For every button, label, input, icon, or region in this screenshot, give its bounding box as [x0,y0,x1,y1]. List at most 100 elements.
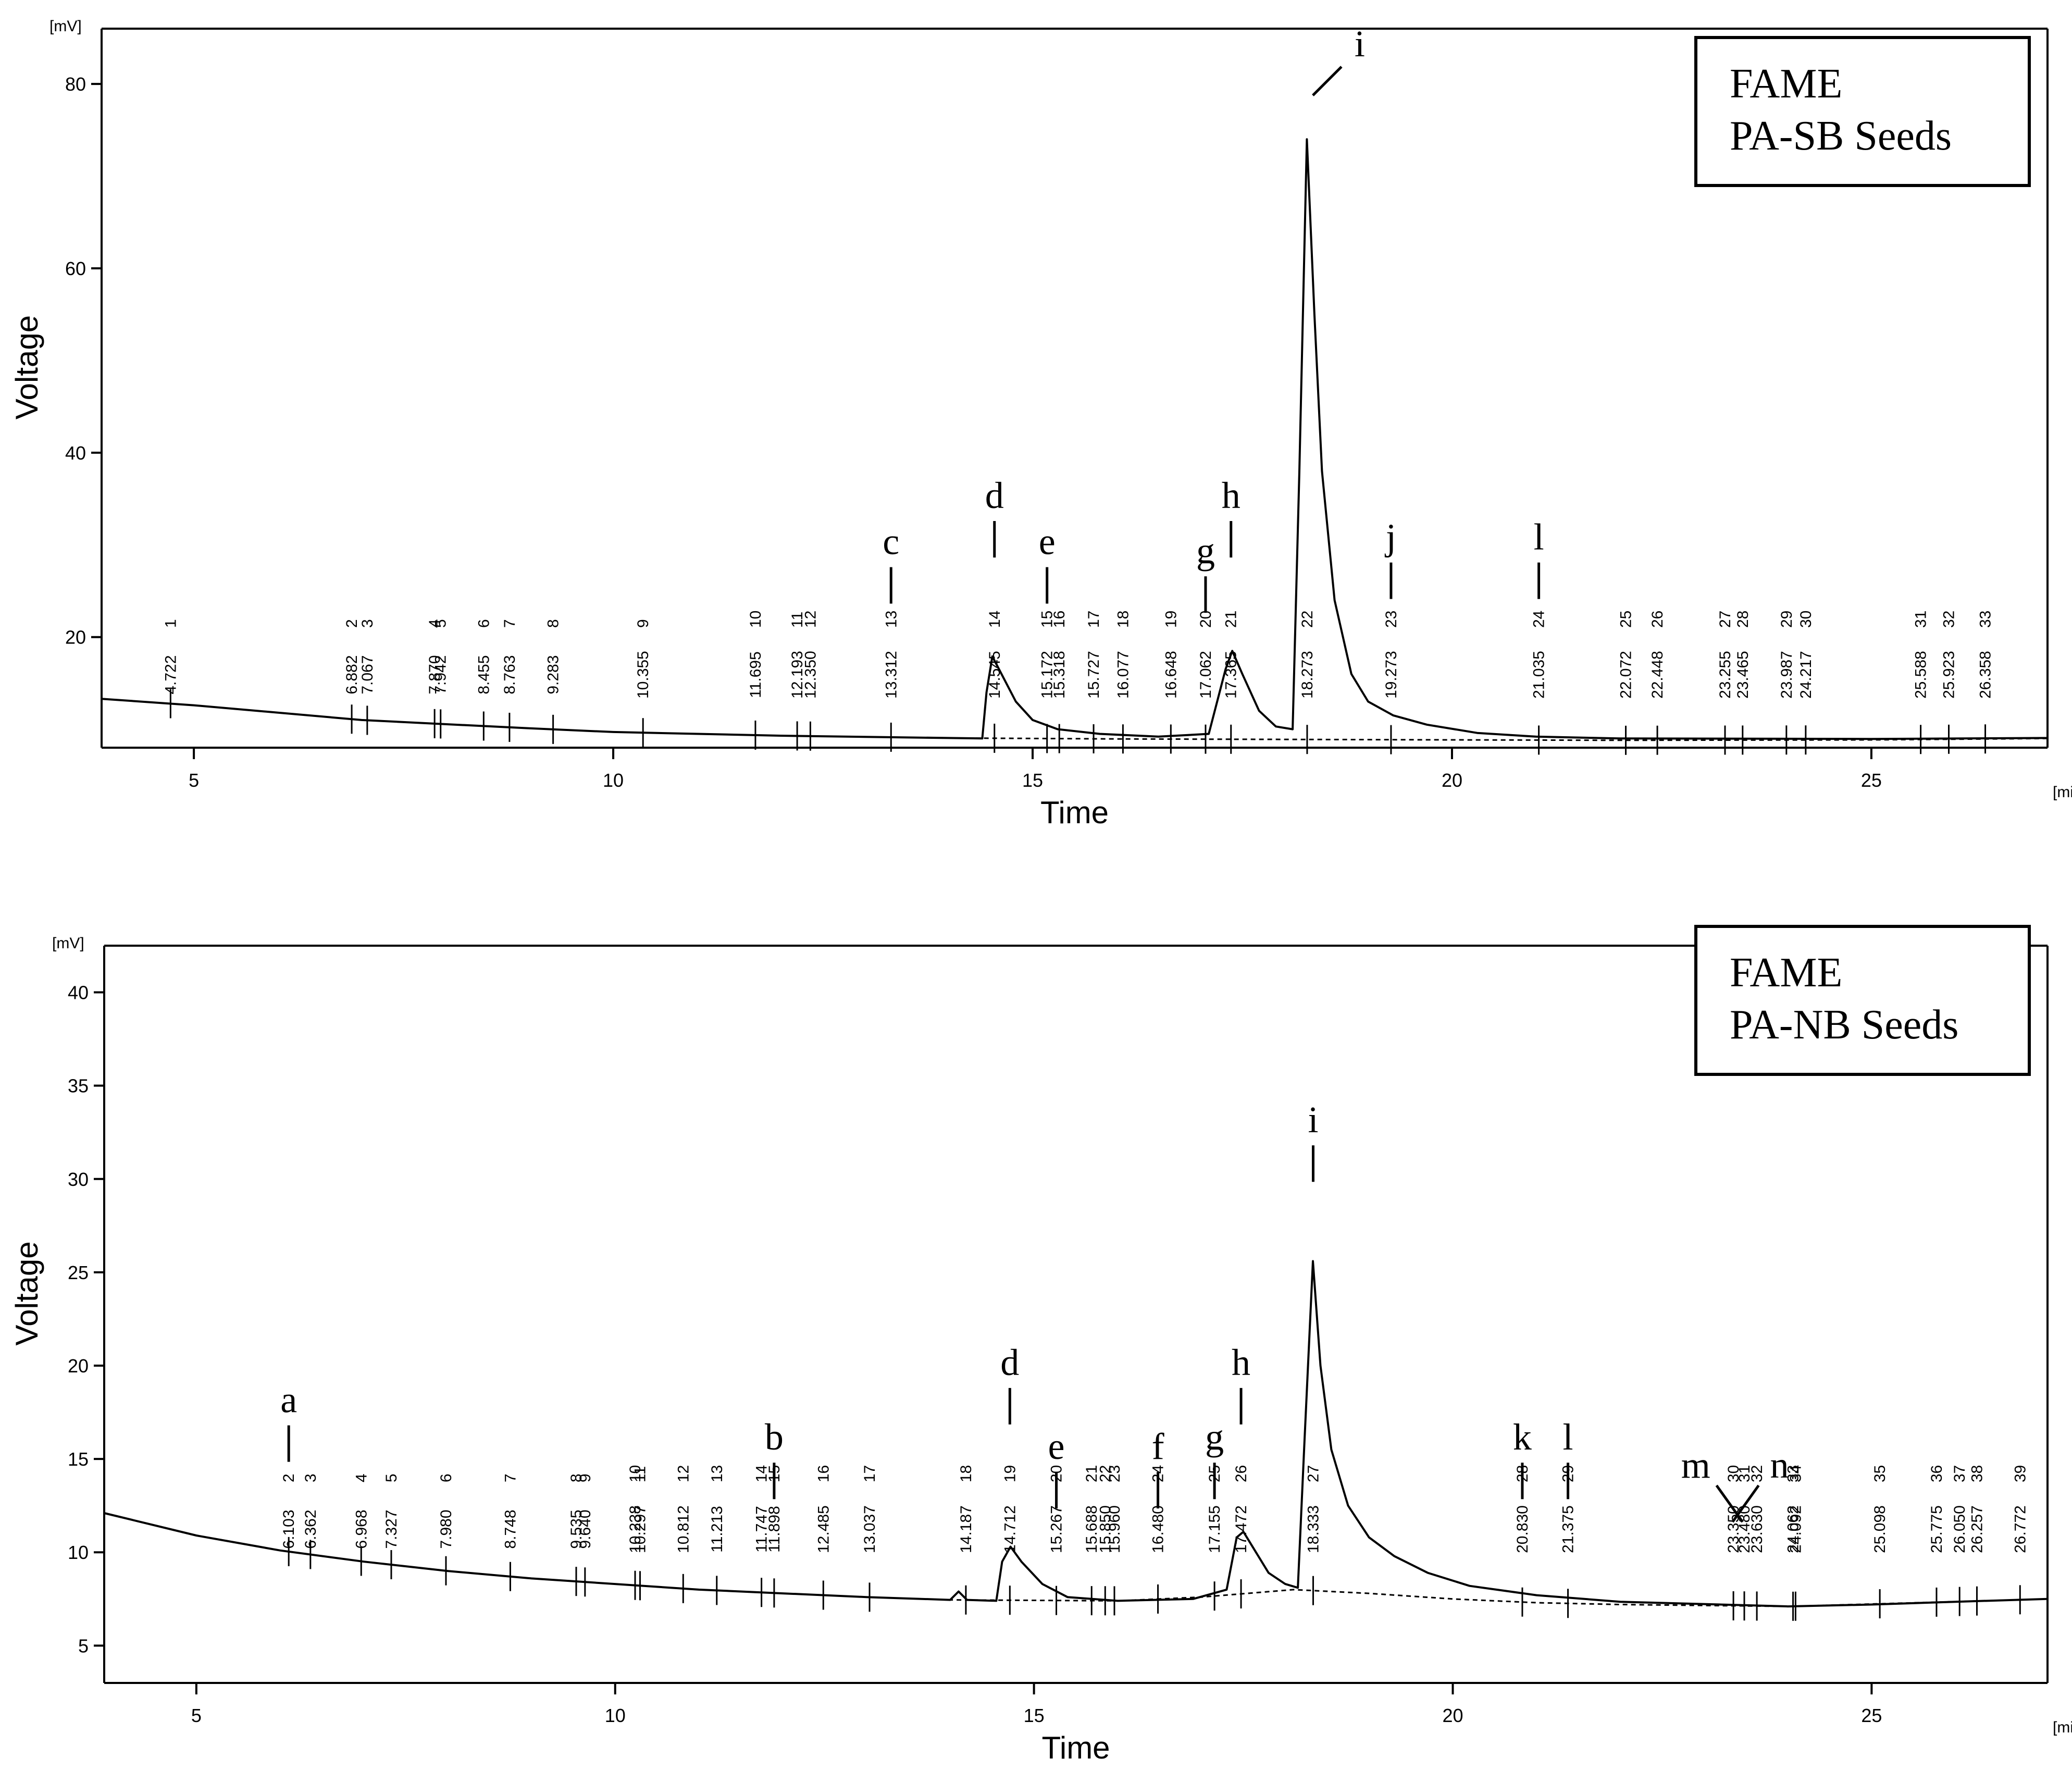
retention-time-label: 6.968 [353,1509,370,1549]
peak-number: 31 [1913,611,1930,628]
legend-line-1: FAME [1730,61,1842,107]
retention-time-label: 24.217 [1797,651,1815,699]
x-tick-label: 25 [1861,1705,1882,1726]
x-tick-label: 15 [1024,1705,1045,1726]
peak-number: 16 [1051,611,1068,628]
retention-time-label: 26.257 [1968,1505,1986,1553]
x-tick-label: 10 [603,770,624,791]
peak-id-leader [1731,1484,1760,1523]
peak-id-letter: h [1232,1342,1250,1383]
retention-time-label: 21.035 [1531,651,1548,699]
retention-time-label: 25.588 [1913,651,1930,699]
peak-number: 7 [502,1473,519,1482]
peak-id-letter: a [280,1379,297,1421]
peak-number: 18 [1114,611,1132,628]
peak-number: 32 [1941,611,1958,628]
retention-time-label: 17.365 [1223,651,1240,699]
y-tick-label: 25 [68,1262,89,1283]
retention-time-label: 15.267 [1048,1505,1065,1553]
legend-box [1694,36,2031,187]
retention-time-label: 13.312 [883,651,900,699]
retention-time-label: 16.648 [1162,651,1180,699]
peak-number: 5 [432,619,450,628]
retention-time-label: 15.172 [1039,651,1056,699]
peak-number: 13 [883,611,900,628]
y-tick-label: 20 [65,627,86,648]
peak-number: 24 [1531,611,1548,628]
peak-number: 3 [302,1473,319,1482]
x-unit-label: [min.] [2053,784,2072,801]
peak-number: 12 [802,611,819,628]
retention-time-label: 11.695 [747,651,764,698]
x-tick-label: 25 [1861,770,1882,791]
peak-number: 26 [1233,1465,1250,1482]
peak-number: 15 [1039,611,1056,628]
peak-number: 23 [1383,611,1400,628]
peak-number: 30 [1725,1465,1742,1482]
retention-time-label: 21.375 [1560,1505,1577,1553]
retention-time-label: 8.748 [502,1509,519,1549]
legend-line-1: FAME [1730,950,1842,996]
retention-time-label: 18.333 [1305,1505,1322,1553]
retention-time-label: 9.640 [577,1509,594,1549]
peak-number: 17 [1085,611,1102,628]
x-tick-label: 20 [1442,1705,1463,1726]
peak-number: 30 [1797,611,1815,628]
peak-id-letter: l [1534,516,1544,558]
retention-time-label: 12.193 [789,651,806,699]
retention-time-label: 15.727 [1085,651,1102,699]
x-tick-label: 20 [1442,770,1462,791]
peak-number: 8 [545,619,562,628]
y-axis-title: Voltage [9,1241,44,1345]
peak-id-letter: j [1384,516,1396,558]
retention-time-label: 26.358 [1977,651,1994,699]
retention-time-label: 11.898 [766,1506,783,1553]
y-tick-label: 35 [68,1075,89,1097]
y-unit-label: [mV] [52,935,84,952]
retention-time-label: 15.960 [1106,1505,1123,1553]
retention-time-label: 8.455 [475,655,492,694]
peak-number: 18 [958,1465,975,1482]
peak-number: 22 [1299,611,1316,628]
peak-number: 10 [747,611,764,628]
y-tick-label: 5 [78,1635,89,1656]
retention-time-label: 26.050 [1951,1505,1968,1553]
x-tick-label: 5 [191,1705,202,1726]
peak-number: 39 [2012,1465,2029,1482]
peak-number: 25 [1618,611,1635,628]
peak-number: 10 [627,1465,644,1482]
peak-number: 32 [1748,1465,1766,1482]
retention-time-label: 26.772 [2012,1505,2029,1553]
retention-time-label: 25.098 [1871,1505,1889,1553]
peak-number: 21 [1223,611,1240,628]
y-axis-title: Voltage [9,315,44,419]
retention-time-label: 19.273 [1383,651,1400,699]
retention-time-label: 15.318 [1051,651,1068,699]
y-tick-label: 80 [65,73,86,95]
peak-number: 17 [861,1465,878,1482]
x-axis-title: Time [1040,795,1109,830]
x-tick-label: 10 [605,1705,626,1726]
y-tick-label: 20 [68,1355,89,1377]
peak-number: 12 [675,1465,692,1482]
peak-number: 13 [709,1465,726,1482]
y-tick-label: 10 [68,1542,89,1563]
signal-trace [101,138,2048,740]
legend-line-2: PA-SB Seeds [1730,113,1952,159]
y-tick-label: 30 [68,1169,89,1190]
peak-number: 8 [568,1473,585,1482]
retention-time-label: 10.812 [675,1505,692,1553]
retention-time-label: 17.062 [1197,651,1214,699]
baseline-line [101,698,2048,741]
chromatogram-panel-pa-nb: 510152025510152025303540[mV][min.]TimeVo… [9,925,2072,1765]
peak-number: 9 [635,619,652,628]
retention-time-label: 6.362 [302,1509,319,1549]
peak-number: 1 [162,619,179,628]
retention-time-label: 22.448 [1649,651,1666,699]
peak-number: 20 [1197,611,1214,628]
retention-time-label: 23.987 [1778,651,1795,699]
retention-time-label: 25.775 [1928,1505,1945,1553]
retention-time-label: 12.350 [802,651,819,699]
peak-number: 5 [383,1473,400,1482]
peak-number: 31 [1736,1465,1753,1482]
